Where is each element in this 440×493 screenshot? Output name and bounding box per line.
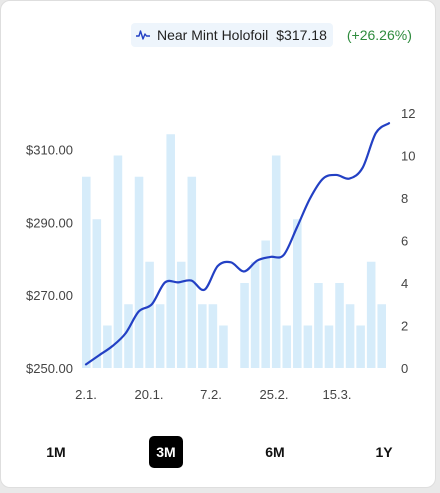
- x-tick-label: 2.1.: [75, 387, 97, 402]
- volume-bar: [208, 304, 218, 368]
- price-line: [84, 122, 391, 366]
- volume-bar: [82, 176, 91, 368]
- volume-bar: [261, 240, 270, 368]
- volume-bar: [124, 304, 133, 368]
- y-right-tick-label: 10: [401, 149, 415, 164]
- volume-bar: [219, 325, 228, 368]
- volume-bar: [92, 219, 102, 368]
- volume-bar: [314, 283, 323, 368]
- volume-bar: [113, 155, 123, 368]
- x-tick-label: 20.1.: [135, 387, 164, 402]
- volume-bar: [250, 261, 260, 368]
- y-right-tick-label: 8: [401, 191, 408, 206]
- legend: Near Mint Holofoil $317.18 (+26.26%): [131, 23, 412, 47]
- volume-bar: [166, 134, 175, 368]
- y-left-tick-label: $290.00: [26, 215, 73, 230]
- y-right-tick-label: 0: [401, 361, 408, 376]
- y-right-tick-label: 6: [401, 234, 408, 249]
- y-right-tick-label: 12: [401, 106, 415, 121]
- volume-bar: [103, 325, 112, 368]
- volume-bar: [176, 261, 186, 368]
- volume-bar: [335, 283, 344, 368]
- time-range-selector: 1M 3M 6M 1Y: [1, 434, 437, 470]
- y-left-tick-label: $250.00: [26, 361, 73, 376]
- y-left-tick-label: $270.00: [26, 288, 73, 303]
- volume-bar: [293, 219, 302, 368]
- volume-bar: [145, 261, 154, 368]
- range-button-6m[interactable]: 6M: [265, 444, 285, 460]
- legend-series-name: Near Mint Holofoil: [157, 27, 269, 43]
- volume-bar: [303, 325, 313, 368]
- range-button-3m[interactable]: 3M: [149, 436, 183, 468]
- volume-bar: [155, 304, 165, 368]
- legend-price: $317.18: [276, 27, 327, 43]
- volume-bar: [282, 325, 292, 368]
- y-right-tick-label: 4: [401, 276, 408, 291]
- range-button-1y[interactable]: 1Y: [375, 444, 393, 460]
- x-tick-label: 25.2.: [260, 387, 289, 402]
- range-button-1m[interactable]: 1M: [46, 444, 66, 460]
- volume-bar: [271, 155, 281, 368]
- price-chart: $250.00 $270.00 $290.00 $310.00 0 2 4 6 8 10 12 2.1…: [26, 106, 415, 402]
- volume-bar: [187, 176, 197, 368]
- volume-bar: [198, 304, 207, 368]
- volume-bar: [377, 304, 386, 368]
- y-right-tick-label: 2: [401, 319, 408, 334]
- x-tick-label: 15.3.: [323, 387, 352, 402]
- legend-change-percent: (+26.26%): [346, 27, 412, 43]
- legend-series-item[interactable]: Near Mint Holofoil $317.18: [131, 23, 333, 47]
- x-tick-label: 7.2.: [200, 387, 222, 402]
- line-chart-icon: [135, 28, 151, 42]
- y-left-tick-label: $310.00: [26, 142, 73, 157]
- volume-bar: [134, 176, 144, 368]
- volume-bar: [345, 304, 355, 368]
- volume-bar: [240, 283, 249, 368]
- volume-bar: [356, 325, 365, 368]
- volume-bar: [324, 325, 334, 368]
- volume-bar: [366, 261, 376, 368]
